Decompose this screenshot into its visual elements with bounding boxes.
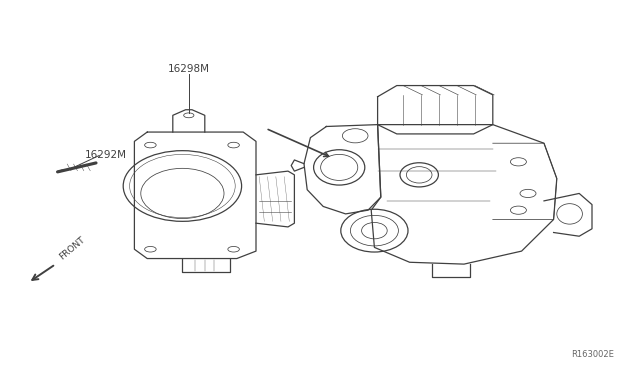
- Text: 16298M: 16298M: [168, 64, 210, 74]
- Text: R163002E: R163002E: [572, 350, 614, 359]
- Text: 16292M: 16292M: [84, 151, 127, 160]
- Text: FRONT: FRONT: [58, 235, 87, 262]
